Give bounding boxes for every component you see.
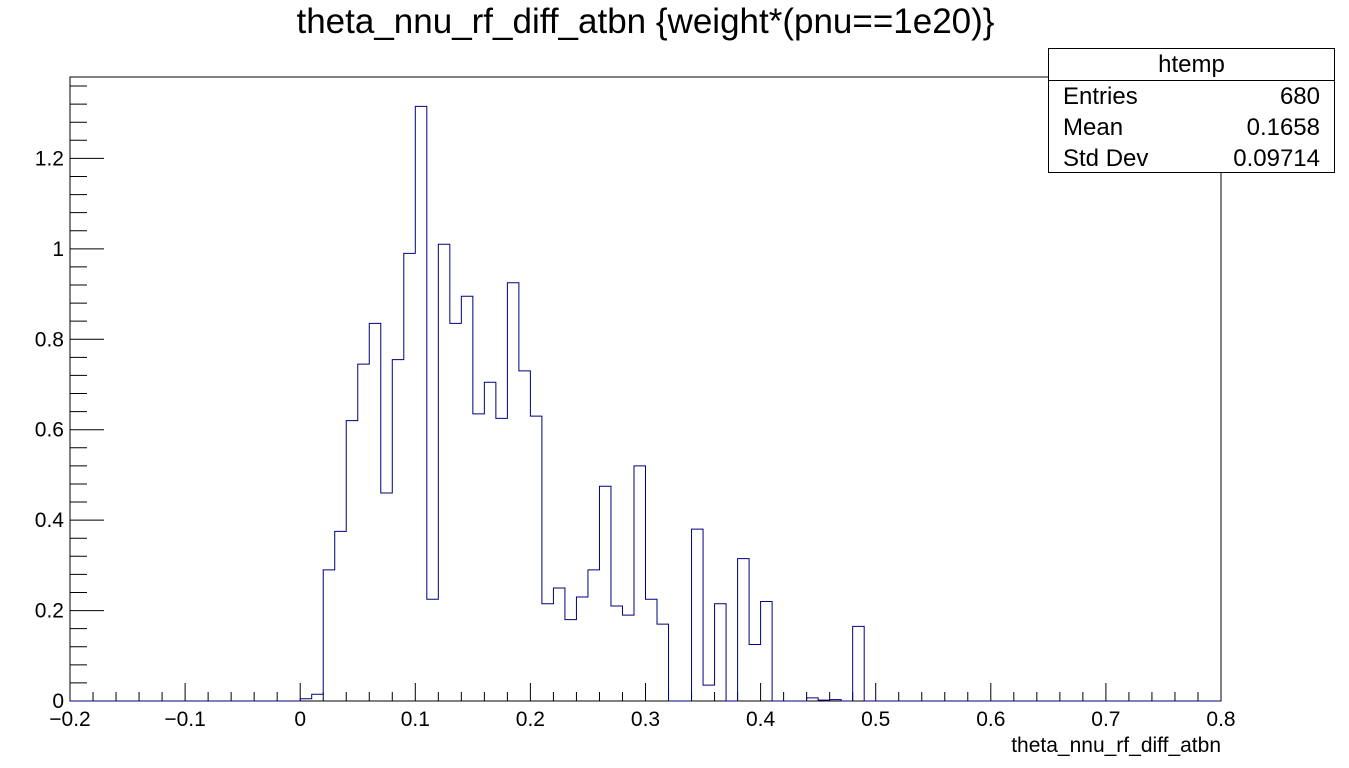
x-tick-label: 0.8: [1206, 708, 1235, 731]
y-tick-label: 0.6: [35, 419, 64, 442]
stats-row-entries: Entries 680: [1049, 81, 1334, 112]
stats-value: 680: [1279, 83, 1320, 110]
x-tick-label: 0: [294, 708, 306, 731]
tick-labels: −0.2 −0.1 0 0.1 0.2 0.3 0.4 0.5 0.6 0.7 0.8 0 0.2 0.4…: [35, 147, 1236, 731]
x-tick-label: 0.5: [861, 708, 890, 731]
y-tick-label: 1: [52, 238, 64, 261]
y-tick-label: 0.2: [35, 600, 64, 623]
y-tick-label: 0.4: [35, 509, 65, 532]
stats-box: htemp Entries 680 Mean 0.1658 Std Dev 0.…: [1048, 48, 1335, 173]
x-tick-label: 0.1: [401, 708, 430, 731]
axis-ticks: [69, 85, 1222, 702]
stats-box-title: htemp: [1049, 49, 1334, 81]
x-tick-label: 0.4: [746, 708, 776, 731]
y-tick-label: 1.2: [35, 147, 64, 170]
stats-value: 0.09714: [1233, 145, 1320, 172]
x-tick-label: 0.6: [976, 708, 1005, 731]
x-tick-label: 0.3: [631, 708, 660, 731]
stats-row-mean: Mean 0.1658: [1049, 112, 1334, 143]
stats-label: Std Dev: [1063, 145, 1149, 172]
x-tick-label: 0.2: [516, 708, 545, 731]
y-tick-label: 0: [52, 690, 64, 713]
histogram-series-line: [70, 105, 1221, 702]
x-tick-label: 0.7: [1091, 708, 1120, 731]
stats-row-std-dev: Std Dev 0.09714: [1049, 143, 1334, 174]
y-tick-label: 0.8: [35, 328, 64, 351]
x-tick-label: −0.2: [49, 708, 90, 731]
x-axis-title: theta_nnu_rf_diff_atbn: [1011, 734, 1221, 757]
x-tick-label: −0.1: [164, 708, 205, 731]
stats-value: 0.1658: [1246, 114, 1320, 141]
stats-label: Mean: [1063, 114, 1124, 141]
stats-label: Entries: [1063, 83, 1138, 110]
chart-title: theta_nnu_rf_diff_atbn {weight*(pnu==1e2…: [296, 2, 995, 41]
